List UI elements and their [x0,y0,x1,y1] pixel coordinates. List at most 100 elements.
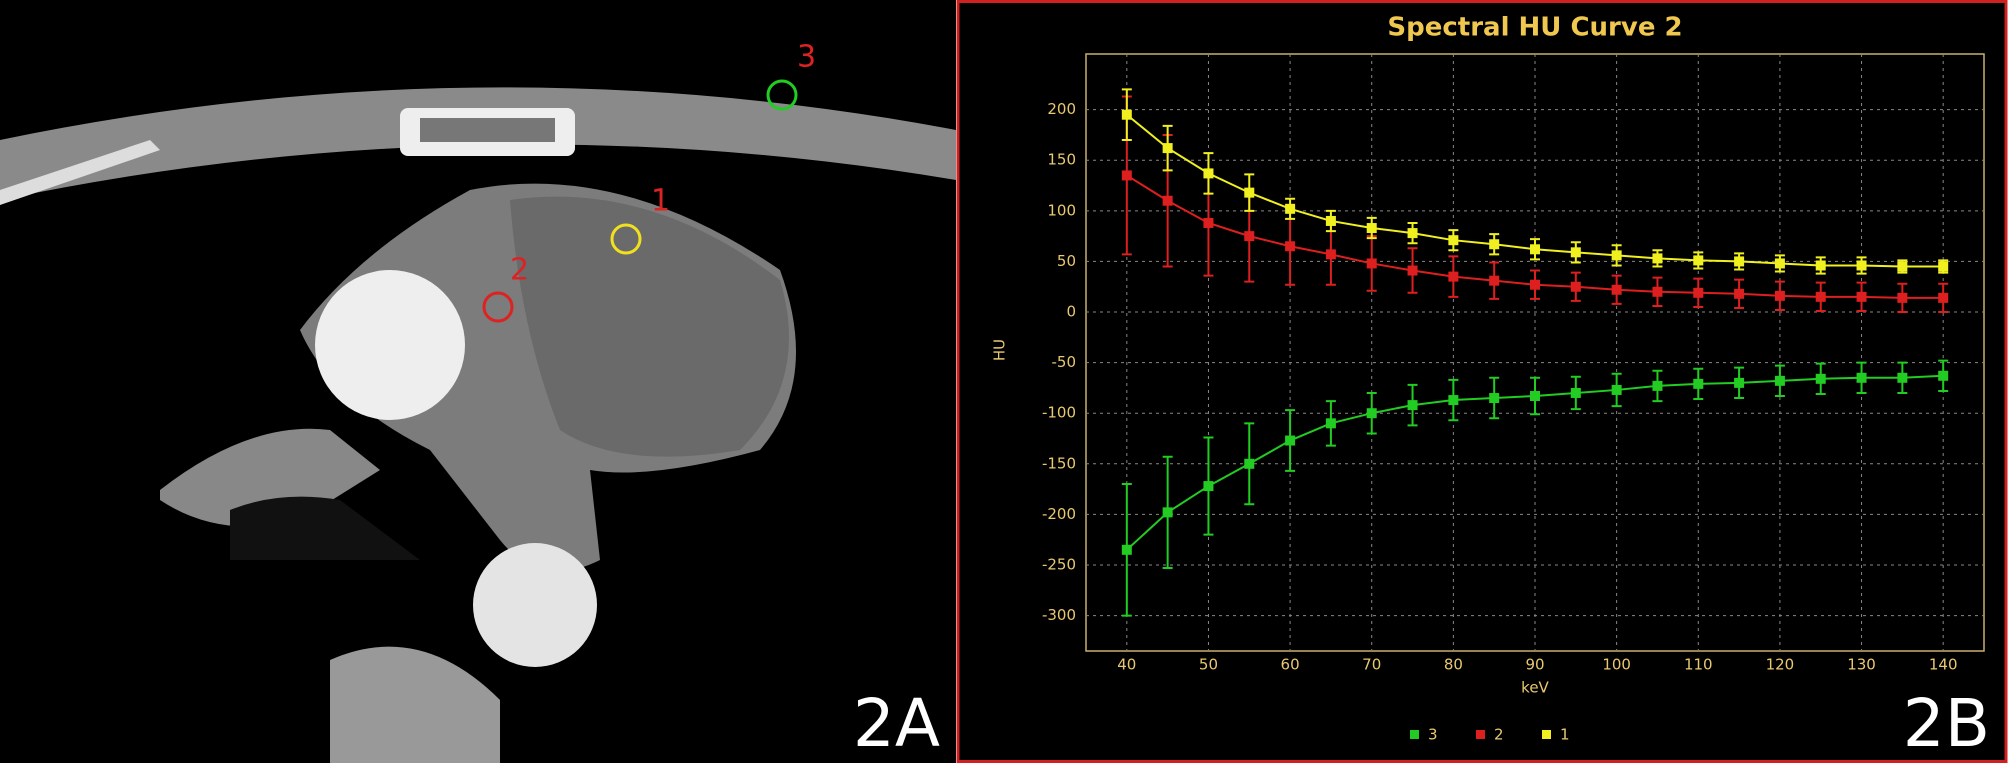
point [1162,195,1173,206]
point [1489,393,1500,404]
point [1734,256,1745,267]
point [1407,228,1418,239]
legend-label: 1 [1560,726,1570,744]
chart: Spectral HU Curve 2 keV HU 40 50 60 70 80 90 1… [991,13,1985,744]
point [1570,387,1581,398]
point [1897,261,1908,272]
point [1530,244,1540,255]
x-tick-label: 90 [1525,656,1544,674]
y-tick-label: -250 [1042,555,1076,573]
point [1203,481,1214,492]
x-tick-label: 60 [1281,656,1300,674]
point [1530,279,1540,290]
point [1448,395,1459,406]
panel-label: 2B [1903,685,1990,762]
legend-label: 3 [1428,726,1438,744]
point [1121,170,1132,181]
point [1244,187,1255,198]
ct-image: 1 2 3 2A [0,0,956,763]
point [1774,290,1785,301]
point [1203,217,1214,228]
roi-label: 3 [797,40,816,75]
point [1897,292,1908,303]
point [1611,250,1622,261]
point [1244,458,1255,469]
point [1856,260,1867,271]
point [1815,291,1826,302]
point [1121,544,1132,555]
point [1815,260,1826,271]
x-tick-label: 140 [1929,656,1958,674]
point [1285,435,1296,446]
point [1325,249,1336,260]
legend-swatch [1410,730,1419,739]
y-tick-label: -300 [1042,606,1076,624]
x-tick-label: 50 [1199,656,1218,674]
point [1285,203,1296,214]
point [1489,275,1500,286]
point [1570,281,1581,292]
point [1693,378,1704,389]
point [1366,258,1377,269]
x-tick-label: 110 [1684,656,1713,674]
point [1448,235,1459,246]
point [1530,391,1540,402]
x-tick-label: 70 [1362,656,1381,674]
point [1856,372,1867,383]
x-tick-label: 80 [1444,656,1463,674]
point [1938,292,1949,303]
y-tick-label: 200 [1047,100,1076,118]
point [1652,286,1663,297]
y-tick-label: -200 [1042,505,1076,523]
roi-label: 1 [651,184,670,219]
point [1325,215,1336,226]
y-tick-label: -100 [1042,404,1076,422]
point [1489,239,1500,250]
chart-title: Spectral HU Curve 2 [1387,13,1682,43]
chart-frame [956,0,2008,763]
x-axis-label: keV [1521,679,1549,697]
point [1734,377,1745,388]
x-tick-label: 130 [1847,656,1876,674]
point [1734,288,1745,299]
y-tick-label: 0 [1066,303,1076,321]
point [1938,261,1949,272]
y-tick-label: -50 [1052,353,1077,371]
y-tick-label: 100 [1047,201,1076,219]
point [1407,265,1418,276]
y-tick-label: -150 [1042,454,1076,472]
x-tick-label: 120 [1766,656,1795,674]
y-tick-label: 50 [1057,252,1076,270]
point [1815,373,1826,384]
roi-label: 2 [510,253,529,288]
point [1366,223,1377,234]
point [1856,291,1867,302]
point [1448,271,1459,282]
point [1774,258,1785,269]
x-tick-label: 100 [1602,656,1631,674]
point [1407,400,1418,411]
point [1693,287,1704,298]
point [1652,253,1663,264]
point [1203,168,1214,179]
point [1570,247,1581,258]
legend-swatch [1542,730,1551,739]
point [1693,255,1704,266]
x-tick-label: 40 [1117,656,1136,674]
point [1325,418,1336,429]
legend-swatch [1476,730,1485,739]
point [1162,143,1173,154]
point [1285,241,1296,252]
point [1774,375,1785,386]
point [1611,284,1622,295]
y-tick-label: 150 [1047,151,1076,169]
legend-label: 2 [1494,726,1504,744]
point [1121,109,1132,120]
point [1611,384,1622,395]
panel-label: 2A [853,685,940,762]
point [1652,380,1663,391]
point [1162,507,1173,518]
y-axis-label: HU [991,339,1009,361]
point [1897,372,1908,383]
point [1244,231,1255,242]
